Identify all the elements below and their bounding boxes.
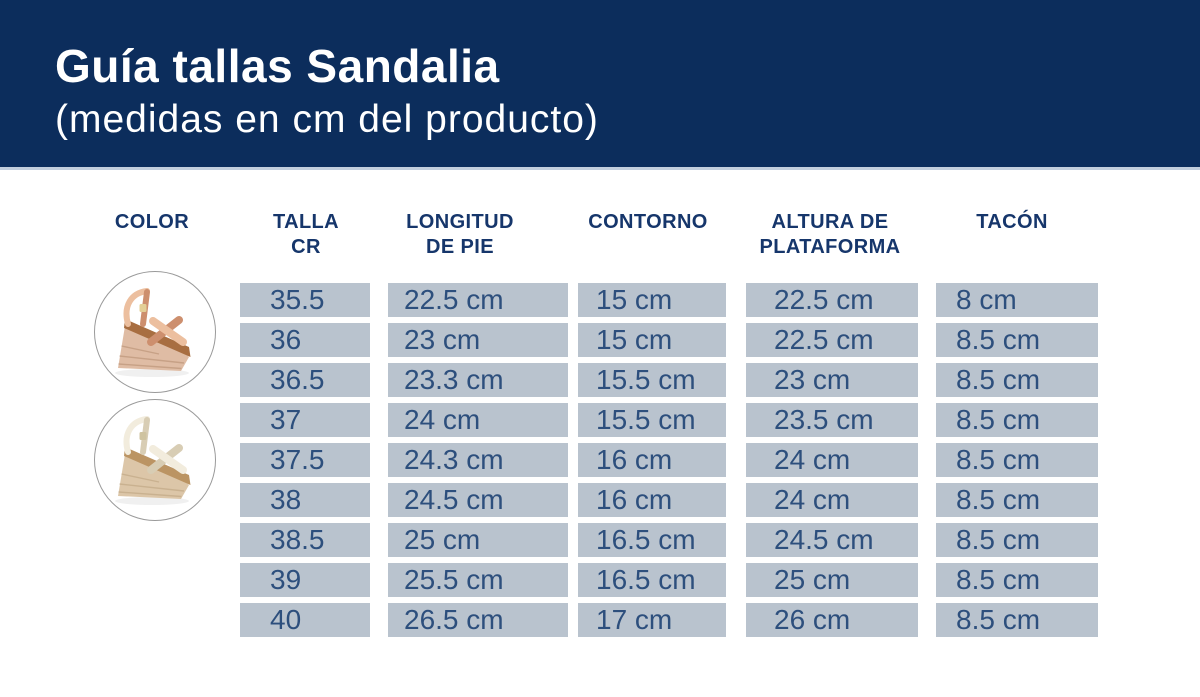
cell-talla: 38	[240, 483, 370, 517]
cell-talla: 37.5	[240, 443, 370, 477]
cell-tacon: 8.5 cm	[936, 483, 1098, 517]
cell-altura-plataforma: 22.5 cm	[746, 283, 918, 317]
cell-longitud: 25.5 cm	[388, 563, 568, 597]
cell-altura-plataforma: 24 cm	[746, 443, 918, 477]
cell-tacon: 8 cm	[936, 283, 1098, 317]
page-title: Guía tallas Sandalia	[55, 40, 500, 92]
cell-longitud: 25 cm	[388, 523, 568, 557]
sandal-wedge-texture	[118, 345, 185, 370]
cell-altura-plataforma: 23.5 cm	[746, 403, 918, 437]
cell-longitud: 24 cm	[388, 403, 568, 437]
sandal-toe-strap-front	[149, 445, 187, 474]
sandal-ground-shadow	[115, 497, 189, 505]
cell-contorno: 16.5 cm	[578, 563, 726, 597]
cell-longitud: 24.5 cm	[388, 483, 568, 517]
cell-altura-plataforma: 23 cm	[746, 363, 918, 397]
column-header-altura-de-plataforma: ALTURA DE PLATAFORMA	[759, 211, 901, 258]
cell-contorno: 17 cm	[578, 603, 726, 637]
cell-longitud: 23 cm	[388, 323, 568, 357]
sandal-wedge	[118, 326, 189, 371]
cell-longitud: 24.3 cm	[388, 443, 568, 477]
sandal-heel-strap	[123, 288, 150, 327]
sandal-wedge-texture	[118, 473, 185, 498]
cell-talla: 37	[240, 403, 370, 437]
sandal-buckle	[139, 432, 147, 440]
cell-contorno: 15.5 cm	[578, 403, 726, 437]
column-header-color: COLOR	[114, 211, 190, 233]
cell-longitud: 23.3 cm	[388, 363, 568, 397]
cell-longitud: 22.5 cm	[388, 283, 568, 317]
cell-talla: 40	[240, 603, 370, 637]
column-header-tacon: TACÓN	[976, 211, 1048, 233]
cell-talla: 36	[240, 323, 370, 357]
cell-tacon: 8.5 cm	[936, 323, 1098, 357]
color-option-cream	[94, 399, 216, 521]
column-header-longitud-de-pie: LONGITUD DE PIE	[406, 211, 514, 258]
column-header-talla-cr: TALLA CR	[272, 211, 340, 258]
cell-tacon: 8.5 cm	[936, 603, 1098, 637]
column-header-contorno: CONTORNO	[588, 211, 708, 233]
cell-talla: 39	[240, 563, 370, 597]
cell-altura-plataforma: 24.5 cm	[746, 523, 918, 557]
cell-talla: 38.5	[240, 523, 370, 557]
sandal-ground-shadow	[115, 369, 189, 377]
cell-altura-plataforma: 26 cm	[746, 603, 918, 637]
cell-longitud: 26.5 cm	[388, 603, 568, 637]
rose-gold-wedge-sandal-photo	[115, 288, 191, 377]
cell-contorno: 16 cm	[578, 443, 726, 477]
cream-wedge-sandal-photo	[115, 416, 191, 505]
cell-altura-plataforma: 25 cm	[746, 563, 918, 597]
cell-tacon: 8.5 cm	[936, 363, 1098, 397]
sandal-buckle	[139, 304, 147, 312]
cell-contorno: 16.5 cm	[578, 523, 726, 557]
header-banner: Guía tallas Sandalia (medidas en cm del …	[0, 0, 1200, 170]
cell-contorno: 15 cm	[578, 283, 726, 317]
sandal-wedge	[118, 454, 189, 499]
cell-tacon: 8.5 cm	[936, 523, 1098, 557]
cell-contorno: 15.5 cm	[578, 363, 726, 397]
cell-tacon: 8.5 cm	[936, 443, 1098, 477]
cell-altura-plataforma: 22.5 cm	[746, 323, 918, 357]
cell-contorno: 16 cm	[578, 483, 726, 517]
sandal-heel-strap	[123, 416, 150, 455]
color-option-rose-gold	[94, 271, 216, 393]
cell-talla: 36.5	[240, 363, 370, 397]
sandal-toe-strap-front	[149, 317, 187, 346]
cell-talla: 35.5	[240, 283, 370, 317]
cell-altura-plataforma: 24 cm	[746, 483, 918, 517]
page-subtitle: (medidas en cm del producto)	[55, 98, 599, 141]
cell-contorno: 15 cm	[578, 323, 726, 357]
cell-tacon: 8.5 cm	[936, 403, 1098, 437]
cell-tacon: 8.5 cm	[936, 563, 1098, 597]
